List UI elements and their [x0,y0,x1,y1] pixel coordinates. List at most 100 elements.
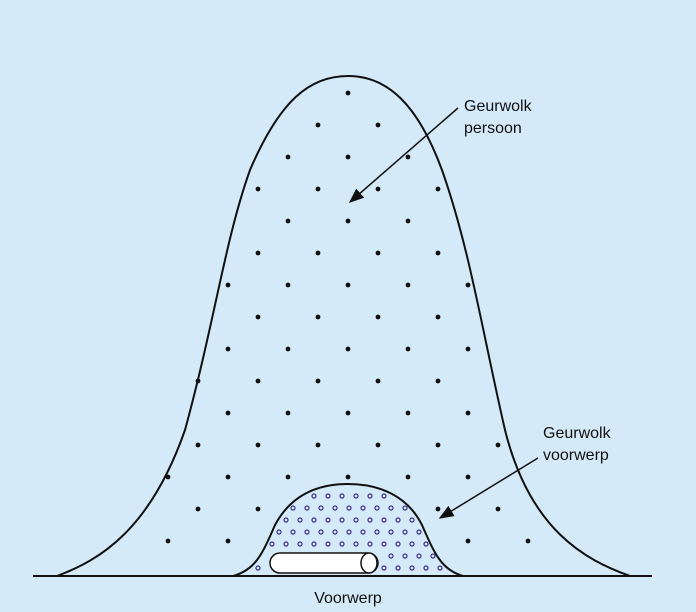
person-scent-dot [225,474,231,480]
person-scent-dot [435,186,441,192]
object-cloud-label-line2: voorwerp [543,447,609,464]
person-scent-dot [285,410,291,416]
person-scent-dot [405,410,411,416]
person-scent-dot [345,154,351,160]
person-scent-dot [435,250,441,256]
person-scent-dot [195,506,201,512]
object-label: Voorwerp [314,590,382,607]
person-scent-dot [345,218,351,224]
object-scent-dot [311,493,317,499]
object-scent-dot [269,541,275,547]
person-scent-dot [525,538,531,544]
object-scent-dot [423,565,429,571]
person-scent-dot [435,314,441,320]
person-scent-dots [165,90,531,544]
object-scent-dot [276,529,282,535]
object-scent-dot [255,565,261,571]
person-scent-dot [285,346,291,352]
person-scent-dot [405,154,411,160]
object-scent-dot [395,565,401,571]
object-cloud-label-line1: Geurwolk [543,425,612,442]
person-scent-dot [285,282,291,288]
object-scent-dot [388,529,394,535]
person-scent-dot [465,282,471,288]
person-scent-dot [375,250,381,256]
object-scent-dot [409,517,415,523]
object-scent-dot [381,517,387,523]
person-scent-dot [345,90,351,96]
object-scent-dot [346,529,352,535]
person-scent-dot [435,378,441,384]
object-scent-dot [402,505,408,511]
person-scent-dot [285,154,291,160]
person-scent-dot [405,218,411,224]
object-scent-dot [360,505,366,511]
object-scent-dot [283,541,289,547]
object-scent-dot [332,505,338,511]
person-scent-dot [255,186,261,192]
object-cylinder [269,552,379,574]
object-scent-dot [367,493,373,499]
object-scent-dot [339,517,345,523]
object-scent-dot [381,541,387,547]
object-scent-dot [304,505,310,511]
object-scent-dot [374,505,380,511]
object-scent-dot [311,517,317,523]
object-scent-dot [297,517,303,523]
person-scent-dot [225,410,231,416]
person-scent-dot [315,378,321,384]
person-scent-dot [495,442,501,448]
object-scent-dot [339,541,345,547]
person-scent-dot [225,346,231,352]
person-scent-dot [375,442,381,448]
person-scent-dot [165,538,171,544]
object-scent-dot [423,541,429,547]
person-scent-dot [345,282,351,288]
object-scent-dot [346,505,352,511]
object-scent-dot [318,505,324,511]
person-scent-dot [315,122,321,128]
person-scent-dot [465,346,471,352]
person-scent-dot [285,474,291,480]
object-scent-dot [367,541,373,547]
person-scent-dot [465,474,471,480]
object-scent-dot [318,529,324,535]
person-scent-dot [255,442,261,448]
person-scent-dot [405,282,411,288]
object-scent-dot [297,541,303,547]
person-scent-dot [375,186,381,192]
object-scent-dot [402,553,408,559]
object-scent-dot [409,565,415,571]
person-cloud-label-line2: persoon [464,120,522,137]
object-scent-dot [332,529,338,535]
object-scent-dot [325,493,331,499]
object-scent-dots [255,493,443,571]
person-scent-dot [195,442,201,448]
object-scent-dot [367,517,373,523]
object-scent-dot [360,529,366,535]
object-scent-dot [416,529,422,535]
object-scent-dot [353,493,359,499]
person-scent-dot [435,442,441,448]
object-cloud-arrow [438,457,539,519]
person-scent-dot [345,346,351,352]
person-scent-dot [255,506,261,512]
person-scent-dot [255,378,261,384]
person-scent-dot [315,186,321,192]
person-scent-dot [315,442,321,448]
person-cloud-label-line1: Geurwolk [464,98,533,115]
person-scent-dot [405,346,411,352]
object-scent-dot [388,553,394,559]
object-scent-dot [325,541,331,547]
person-scent-dot [375,314,381,320]
person-scent-dot [285,218,291,224]
object-scent-dot [290,505,296,511]
person-scent-cloud-outline [56,74,631,577]
object-scent-dot [381,493,387,499]
person-scent-dot [465,538,471,544]
object-scent-dot [290,529,296,535]
person-scent-dot [225,538,231,544]
object-scent-dot [395,541,401,547]
person-scent-dot [465,410,471,416]
person-scent-dot [165,474,171,480]
